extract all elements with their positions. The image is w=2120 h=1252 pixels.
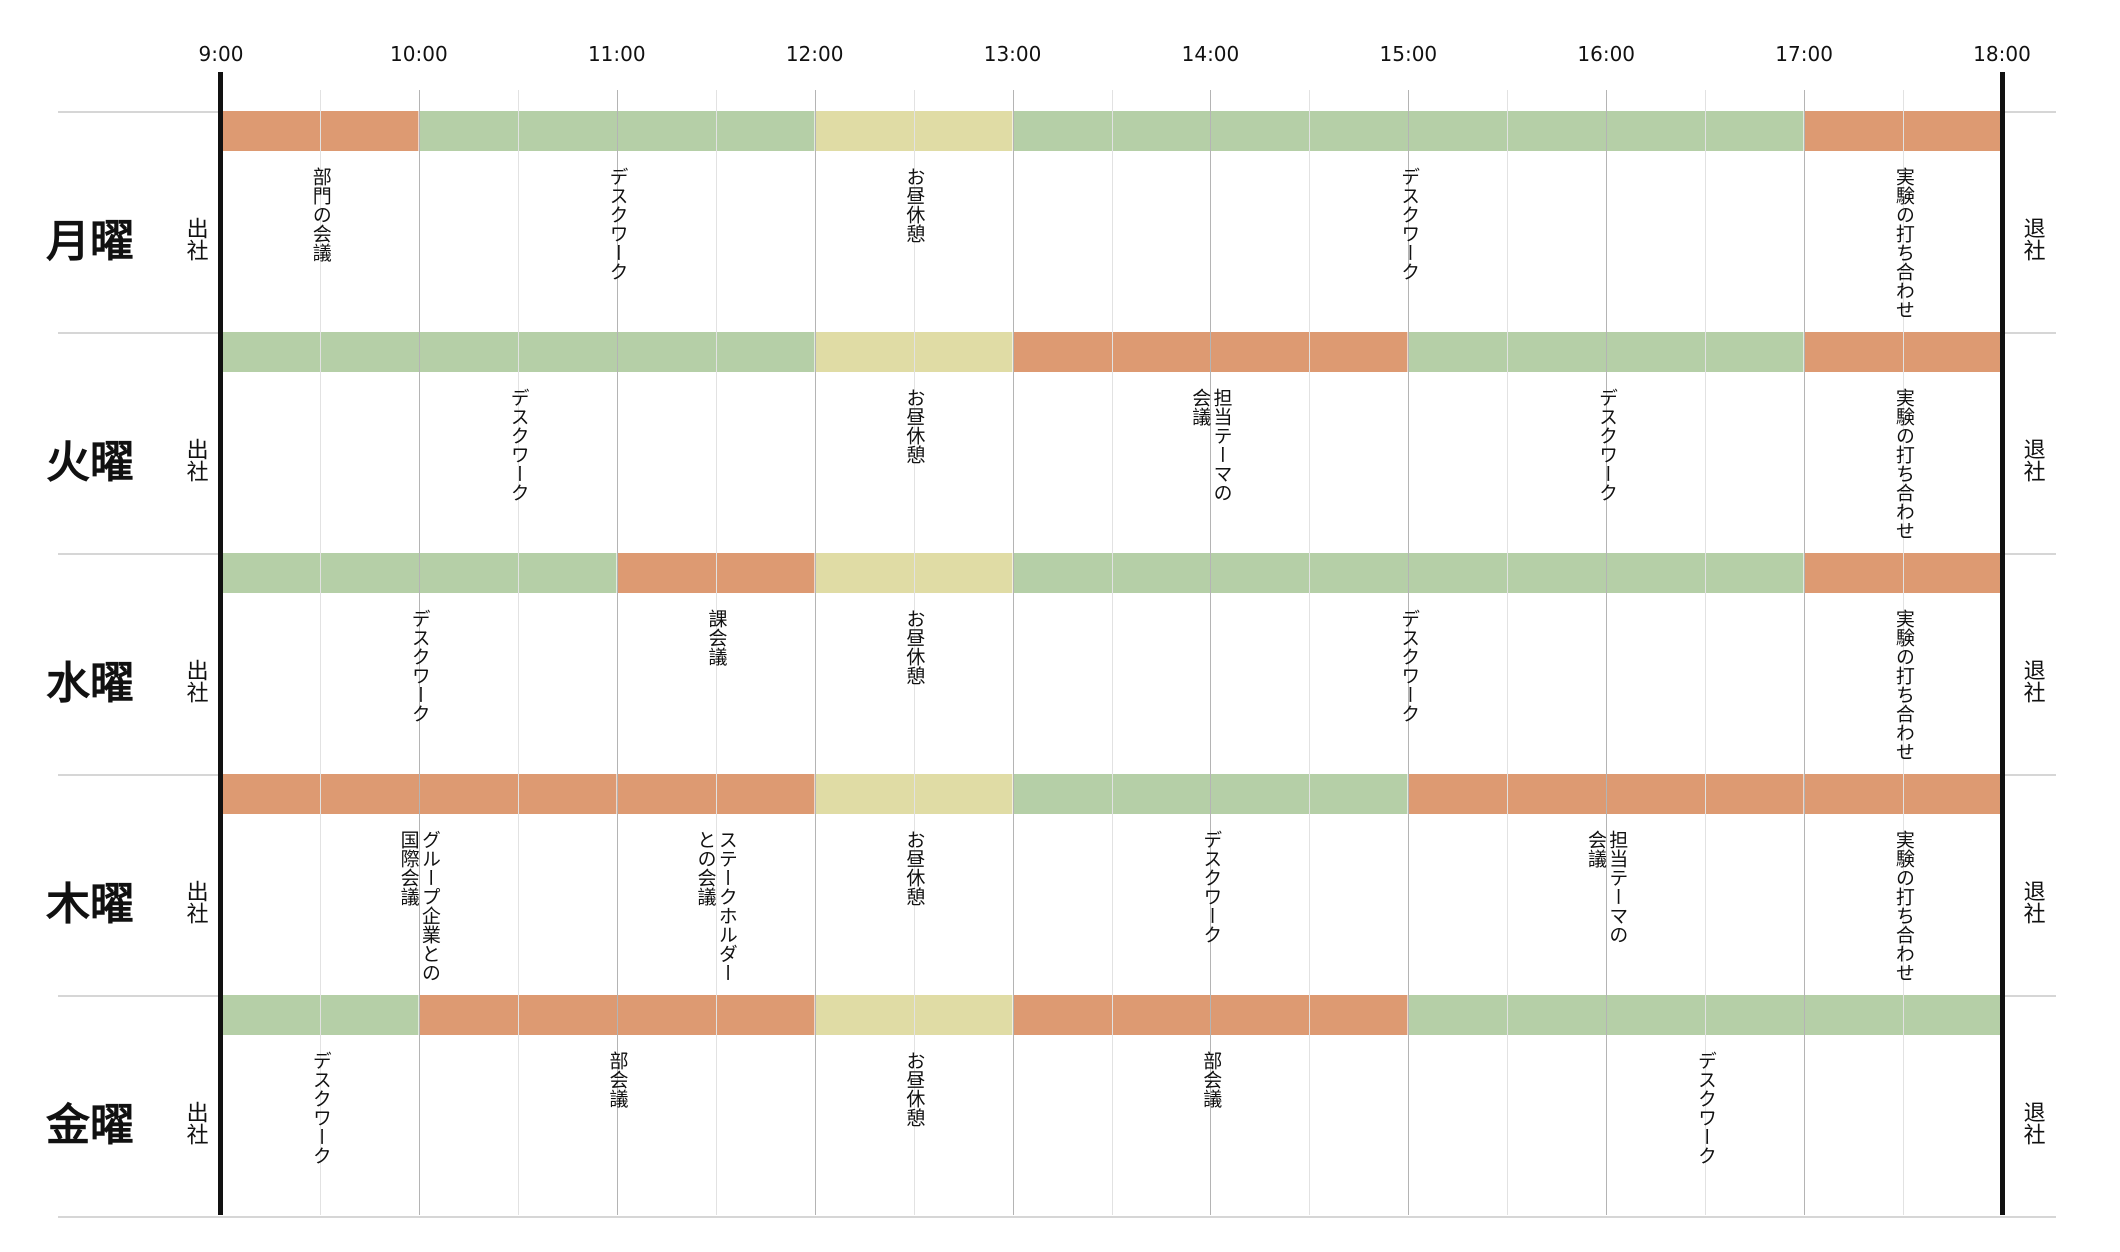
- end-label: 退社: [2019, 216, 2045, 261]
- block-label: 実験の打ち合わせ: [1892, 830, 1915, 982]
- day-label: 月曜: [46, 215, 134, 267]
- day-label: 火曜: [46, 436, 134, 488]
- hour-gridline: [616, 90, 618, 1215]
- end-label: 退社: [2019, 437, 2045, 482]
- time-label: 11:00: [587, 42, 646, 66]
- block-label: デスクワーク: [408, 609, 431, 723]
- start-label: 出社: [182, 879, 208, 924]
- schedule-block-desk: [418, 111, 815, 151]
- time-label: 9:00: [198, 42, 244, 66]
- schedule-block-desk: [1012, 111, 1805, 151]
- hour-gridline: [1210, 90, 1212, 1215]
- half-hour-gridline: [319, 90, 321, 1215]
- schedule-block-lunch: [814, 995, 1013, 1035]
- schedule-block-desk: [1012, 774, 1409, 814]
- schedule-block-lunch: [814, 774, 1013, 814]
- half-hour-gridline: [1903, 90, 1905, 1215]
- block-label: ステークホルダー との会議: [694, 830, 738, 982]
- block-label: 実験の打ち合わせ: [1892, 167, 1915, 319]
- time-label: 15:00: [1379, 42, 1438, 66]
- block-label: 部会議: [606, 1051, 629, 1108]
- block-label: デスクワーク: [507, 388, 530, 502]
- schedule-block-lunch: [814, 553, 1013, 593]
- half-hour-gridline: [1507, 90, 1509, 1215]
- day-label: 木曜: [46, 878, 134, 930]
- half-hour-gridline: [1705, 90, 1707, 1215]
- block-label: デスクワーク: [1200, 830, 1223, 944]
- block-label: お昼休憩: [903, 609, 926, 685]
- time-label: 13:00: [983, 42, 1042, 66]
- block-label: デスクワーク: [606, 167, 629, 281]
- schedule-block-desk: [1408, 332, 1805, 372]
- start-label: 出社: [182, 216, 208, 261]
- block-label: お昼休憩: [903, 830, 926, 906]
- time-label: 12:00: [785, 42, 844, 66]
- schedule-block-meeting: [1012, 332, 1409, 372]
- time-label: 14:00: [1181, 42, 1240, 66]
- half-hour-gridline: [715, 90, 717, 1215]
- time-label: 17:00: [1775, 42, 1833, 66]
- time-label: 10:00: [390, 42, 448, 66]
- start-label: 出社: [182, 1100, 208, 1145]
- schedule-block-meeting: [616, 774, 815, 814]
- schedule-block-meeting: [418, 995, 815, 1035]
- block-label: 部会議: [1200, 1051, 1223, 1108]
- schedule-block-meeting: [1408, 774, 1805, 814]
- end-edge-line: [2000, 72, 2005, 1215]
- end-label: 退社: [2019, 879, 2045, 924]
- start-edge-line: [218, 72, 223, 1215]
- block-label: お昼休憩: [903, 388, 926, 464]
- half-hour-gridline: [1111, 90, 1113, 1215]
- block-label: 実験の打ち合わせ: [1892, 388, 1915, 540]
- half-hour-gridline: [1309, 90, 1311, 1215]
- half-hour-gridline: [517, 90, 519, 1215]
- block-label: デスクワーク: [1694, 1051, 1717, 1165]
- hour-gridline: [1012, 90, 1014, 1215]
- schedule-block-meeting: [616, 553, 815, 593]
- half-hour-gridline: [913, 90, 915, 1215]
- start-label: 出社: [182, 658, 208, 703]
- block-label: お昼休憩: [903, 167, 926, 243]
- hour-gridline: [1606, 90, 1608, 1215]
- block-label: 担当テーマの 会議: [1189, 388, 1233, 502]
- block-label: 担当テーマの 会議: [1584, 830, 1629, 944]
- block-label: デスクワーク: [1595, 388, 1618, 502]
- schedule-block-lunch: [814, 332, 1013, 372]
- hour-gridline: [814, 90, 816, 1215]
- block-label: 課会議: [705, 609, 728, 666]
- block-label: デスクワーク: [1398, 609, 1421, 723]
- block-label: デスクワーク: [309, 1051, 332, 1165]
- end-label: 退社: [2019, 658, 2045, 703]
- schedule-block-meeting: [1012, 995, 1409, 1035]
- hour-gridline: [1804, 90, 1806, 1215]
- time-label: 18:00: [1973, 42, 2031, 66]
- block-label: デスクワーク: [1398, 167, 1421, 281]
- start-label: 出社: [182, 437, 208, 482]
- block-label: 実験の打ち合わせ: [1892, 609, 1915, 761]
- schedule-block-lunch: [814, 111, 1013, 151]
- end-label: 退社: [2019, 1100, 2045, 1145]
- schedule-block-desk: [1012, 553, 1805, 593]
- block-label: グループ企業との 国際会議: [397, 830, 441, 982]
- hour-gridline: [1408, 90, 1410, 1215]
- block-label: お昼休憩: [903, 1051, 926, 1127]
- row-separator: [58, 1216, 2056, 1218]
- day-label: 水曜: [46, 657, 134, 709]
- hour-gridline: [418, 90, 420, 1215]
- time-label: 16:00: [1577, 42, 1636, 66]
- block-label: 部門の会議: [309, 167, 332, 262]
- day-label: 金曜: [46, 1099, 134, 1151]
